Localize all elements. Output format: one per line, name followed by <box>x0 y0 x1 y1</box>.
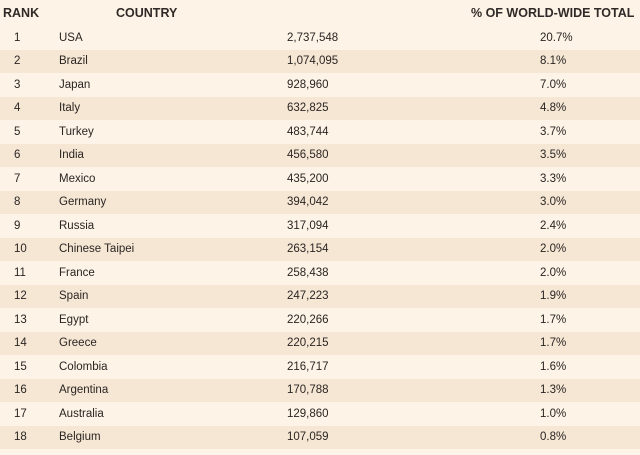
country-cell: Greece <box>59 337 97 350</box>
value-cell: 216,717 <box>287 360 329 373</box>
header-country: COUNTRY <box>116 6 178 20</box>
country-cell: Chinese Taipei <box>59 243 135 256</box>
value-cell: 394,042 <box>287 196 329 209</box>
country-cell: Turkey <box>59 125 94 138</box>
percent-cell: 1.9% <box>540 290 567 303</box>
percent-cell: 1.3% <box>540 384 567 397</box>
rank-cell: 13 <box>14 313 27 326</box>
header-percent: % OF WORLD-WIDE TOTAL <box>471 6 635 20</box>
value-cell: 247,223 <box>287 290 329 303</box>
table-row: 17 Australia 129,860 1.0% <box>0 402 640 426</box>
country-cell: Spain <box>59 290 89 303</box>
rank-cell: 8 <box>14 196 21 209</box>
table-row: 15 Colombia 216,717 1.6% <box>0 355 640 379</box>
value-cell: 107,059 <box>287 431 329 444</box>
value-cell: 435,200 <box>287 172 329 185</box>
percent-cell: 20.7% <box>540 31 573 44</box>
percent-cell: 3.0% <box>540 196 567 209</box>
table-row: 4 Italy 632,825 4.8% <box>0 96 640 120</box>
percent-cell: 1.6% <box>540 360 567 373</box>
value-cell: 632,825 <box>287 102 329 115</box>
table-row: 2 Brazil 1,074,095 8.1% <box>0 49 640 73</box>
country-cell: Russia <box>59 219 95 232</box>
country-cell: Colombia <box>59 360 108 373</box>
rank-cell: 16 <box>14 384 27 397</box>
value-cell: 258,438 <box>287 266 329 279</box>
percent-cell: 1.0% <box>540 407 567 420</box>
value-cell: 456,580 <box>287 149 329 162</box>
header-rank: RANK <box>3 6 40 20</box>
table-row: 9 Russia 317,094 2.4% <box>0 214 640 238</box>
rank-cell: 5 <box>14 125 21 138</box>
table-row: 6 India 456,580 3.5% <box>0 143 640 167</box>
rank-cell: 1 <box>14 31 21 44</box>
country-cell: Italy <box>59 102 81 115</box>
country-cell: India <box>59 149 84 162</box>
country-cell: Mexico <box>59 172 96 185</box>
table-row: 14 Greece 220,215 1.7% <box>0 331 640 355</box>
rank-cell: 4 <box>14 102 21 115</box>
percent-cell: 8.1% <box>540 55 567 68</box>
value-cell: 483,744 <box>287 125 329 138</box>
table-header: RANK COUNTRY % OF WORLD-WIDE TOTAL <box>0 0 640 26</box>
rank-cell: 14 <box>14 337 27 350</box>
rank-cell: 9 <box>14 219 21 232</box>
rank-cell: 17 <box>14 407 27 420</box>
country-cell: France <box>59 266 95 279</box>
table-row: 18 Belgium 107,059 0.8% <box>0 425 640 449</box>
table-row: 11 France 258,438 2.0% <box>0 261 640 285</box>
value-cell: 220,266 <box>287 313 329 326</box>
value-cell: 220,215 <box>287 337 329 350</box>
percent-cell: 3.5% <box>540 149 567 162</box>
value-cell: 129,860 <box>287 407 329 420</box>
country-cell: Japan <box>59 78 91 91</box>
rank-cell: 18 <box>14 431 27 444</box>
rank-cell: 15 <box>14 360 27 373</box>
country-cell: Brazil <box>59 55 88 68</box>
country-cell: Egypt <box>59 313 89 326</box>
rank-cell: 2 <box>14 55 21 68</box>
table-body: 1 USA 2,737,548 20.7% 2 Brazil 1,074,095 8.1% … <box>0 26 640 449</box>
value-cell: 317,094 <box>287 219 329 232</box>
table-row: 3 Japan 928,960 7.0% <box>0 73 640 97</box>
percent-cell: 1.7% <box>540 337 567 350</box>
percent-cell: 3.7% <box>540 125 567 138</box>
rank-cell: 7 <box>14 172 21 185</box>
value-cell: 263,154 <box>287 243 329 256</box>
percent-cell: 2.0% <box>540 266 567 279</box>
rank-cell: 12 <box>14 290 27 303</box>
table-row: 8 Germany 394,042 3.0% <box>0 190 640 214</box>
country-cell: Australia <box>59 407 104 420</box>
percent-cell: 2.0% <box>540 243 567 256</box>
percent-cell: 3.3% <box>540 172 567 185</box>
rank-cell: 10 <box>14 243 27 256</box>
percent-cell: 7.0% <box>540 78 567 91</box>
rank-cell: 11 <box>14 266 26 279</box>
table-row: 10 Chinese Taipei 263,154 2.0% <box>0 237 640 261</box>
percent-cell: 4.8% <box>540 102 567 115</box>
value-cell: 928,960 <box>287 78 329 91</box>
table-row: 13 Egypt 220,266 1.7% <box>0 308 640 332</box>
country-cell: USA <box>59 31 83 44</box>
table-row: 5 Turkey 483,744 3.7% <box>0 120 640 144</box>
table-row: 12 Spain 247,223 1.9% <box>0 284 640 308</box>
table-row: 1 USA 2,737,548 20.7% <box>0 26 640 50</box>
percent-cell: 0.8% <box>540 431 567 444</box>
table-row: 7 Mexico 435,200 3.3% <box>0 167 640 191</box>
rank-cell: 6 <box>14 149 21 162</box>
value-cell: 170,788 <box>287 384 329 397</box>
country-cell: Belgium <box>59 431 101 444</box>
country-cell: Argentina <box>59 384 109 397</box>
value-cell: 1,074,095 <box>287 55 339 68</box>
table-row: 16 Argentina 170,788 1.3% <box>0 378 640 402</box>
percent-cell: 2.4% <box>540 219 567 232</box>
country-cell: Germany <box>59 196 107 209</box>
value-cell: 2,737,548 <box>287 31 339 44</box>
percent-cell: 1.7% <box>540 313 567 326</box>
rank-cell: 3 <box>14 78 21 91</box>
